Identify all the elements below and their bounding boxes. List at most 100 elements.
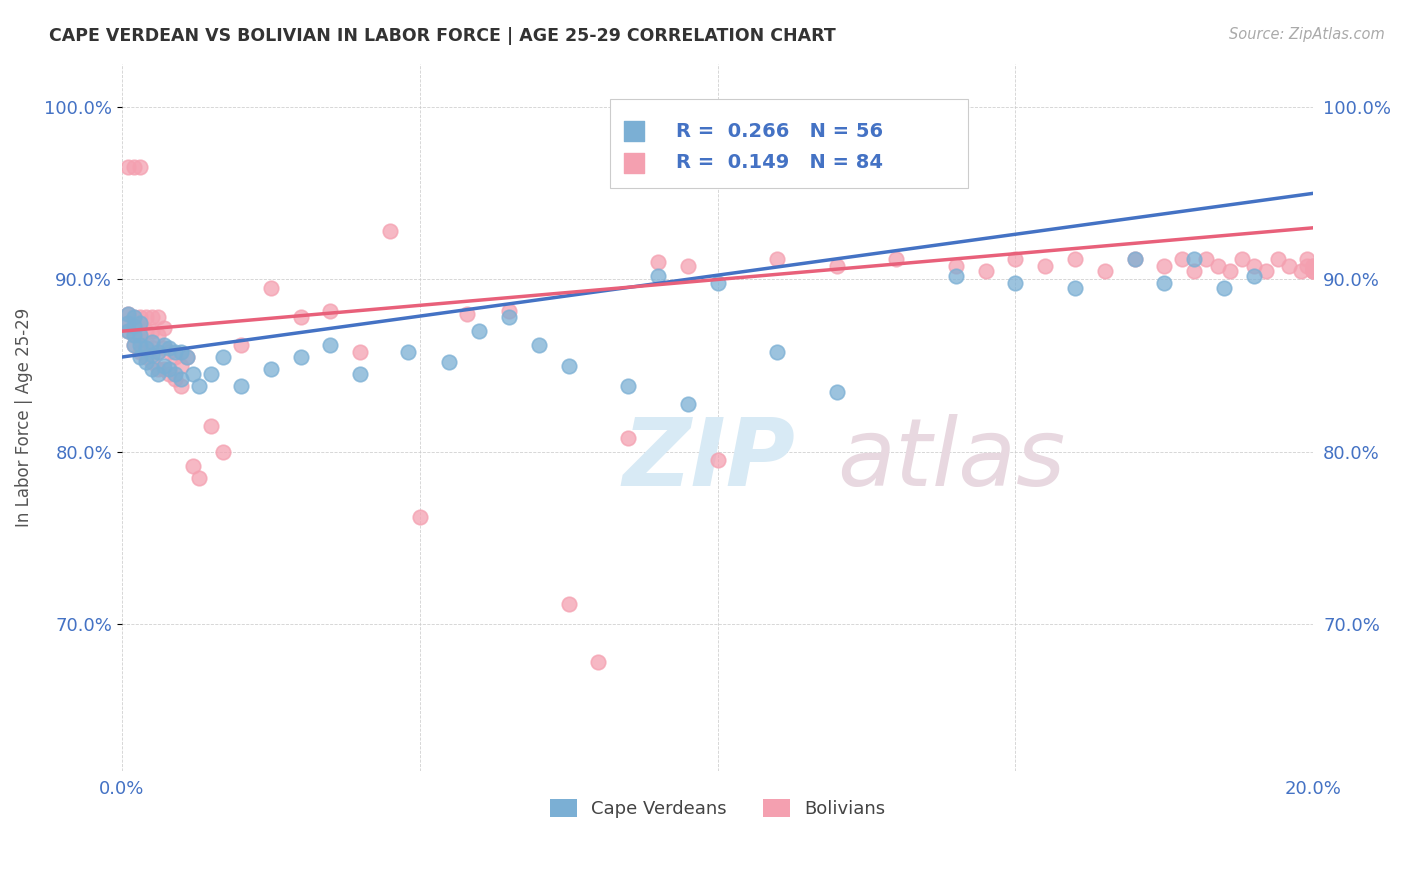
Point [128,161,150,175]
Point [1206,259,1229,273]
Point [229,338,252,352]
Point [165,350,187,364]
Point [135,324,157,338]
Point [122,319,145,334]
Point [676,259,699,273]
Point [181,458,204,473]
Point [200,368,222,382]
Y-axis label: In Labor Force | Age 25-29: In Labor Force | Age 25-29 [15,308,32,527]
Point [1182,252,1205,266]
Text: R =  0.149   N = 84: R = 0.149 N = 84 [676,153,883,172]
Point [456,307,478,321]
Point [117,324,139,338]
Point [229,379,252,393]
Point [290,310,312,325]
Point [176,350,198,364]
Point [1296,252,1319,266]
Point [588,655,610,669]
Legend: Cape Verdeans, Bolivians: Cape Verdeans, Bolivians [543,791,893,825]
Point [378,224,401,238]
Point [159,342,181,356]
Point [498,310,520,325]
Point [128,333,150,347]
Point [439,355,461,369]
Point [1302,264,1324,278]
Point [165,368,187,382]
Point [1004,252,1026,266]
Point [170,372,193,386]
Point [1171,252,1194,266]
Point [141,348,163,362]
Point [146,344,169,359]
Point [128,310,150,325]
Point [1212,281,1234,295]
Point [122,310,145,325]
Point [141,342,163,356]
Point [122,338,145,352]
Point [117,316,139,330]
Point [1243,268,1265,283]
Point [1219,264,1241,278]
Text: atlas: atlas [837,414,1064,505]
Point [647,268,669,283]
Point [1230,252,1253,266]
Point [117,161,139,175]
Text: Source: ZipAtlas.com: Source: ZipAtlas.com [1229,27,1385,42]
Point [349,368,371,382]
Point [1278,259,1301,273]
Point [128,320,150,334]
Point [152,320,174,334]
Point [706,453,728,467]
Point [468,324,491,338]
Point [141,334,163,349]
Point [647,255,669,269]
Point [170,359,193,373]
Point [128,350,150,364]
Point [135,338,157,352]
Point [128,316,150,330]
Text: CAPE VERDEAN VS BOLIVIAN IN LABOR FORCE | AGE 25-29 CORRELATION CHART: CAPE VERDEAN VS BOLIVIAN IN LABOR FORCE … [49,27,837,45]
Point [527,338,550,352]
Point [706,276,728,290]
Point [825,259,848,273]
Point [117,316,139,330]
Point [1243,259,1265,273]
Point [146,368,169,382]
Point [135,342,157,356]
Point [1094,264,1116,278]
Point [146,327,169,342]
Point [141,355,163,369]
Point [1153,259,1175,273]
Point [128,327,150,342]
Point [165,372,187,386]
Point [1302,259,1324,273]
Point [1123,252,1146,266]
Point [128,344,150,359]
Point [141,310,163,325]
Point [188,379,211,393]
Point [141,362,163,376]
Point [319,338,342,352]
Point [117,307,139,321]
Point [122,319,145,334]
Point [1296,259,1319,273]
Point [152,359,174,373]
Point [1195,252,1218,266]
Point [176,350,198,364]
Point [1182,264,1205,278]
Point [1153,276,1175,290]
Point [141,324,163,338]
Point [319,303,342,318]
Point [260,362,283,376]
Point [170,379,193,393]
Point [117,307,139,321]
Point [1302,264,1324,278]
Point [766,252,789,266]
Point [1254,264,1277,278]
Point [146,310,169,325]
Point [146,362,169,376]
Point [617,431,640,445]
Point [557,359,579,373]
Point [152,338,174,352]
Point [135,355,157,369]
